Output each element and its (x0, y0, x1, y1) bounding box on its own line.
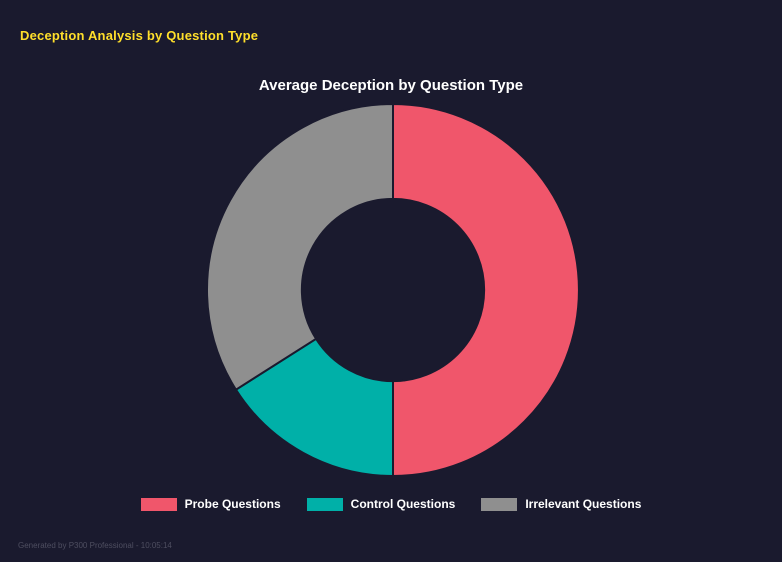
legend-item-2[interactable]: Irrelevant Questions (481, 497, 641, 511)
legend-item-1[interactable]: Control Questions (306, 497, 456, 511)
chart-legend: Probe Questions Control Questions Irreleva… (0, 497, 782, 511)
legend-swatch-1 (306, 497, 343, 511)
legend-label-1: Control Questions (350, 497, 456, 511)
legend-label-0: Probe Questions (184, 497, 281, 511)
page-title: Deception Analysis by Question Type (20, 28, 259, 43)
legend-label-2: Irrelevant Questions (525, 497, 642, 511)
legend-item-0[interactable]: Probe Questions (140, 497, 281, 511)
donut-segment-2[interactable] (206, 102, 394, 392)
donut-chart[interactable] (193, 90, 593, 490)
donut-segment-1[interactable] (234, 337, 394, 478)
legend-swatch-2 (481, 497, 518, 511)
footer-text: Generated by P300 Professional - 10:05:1… (18, 541, 172, 550)
legend-swatch-0 (140, 497, 177, 511)
donut-segment-0[interactable] (392, 102, 580, 478)
chart-title: Average Deception by Question Type (258, 77, 524, 94)
